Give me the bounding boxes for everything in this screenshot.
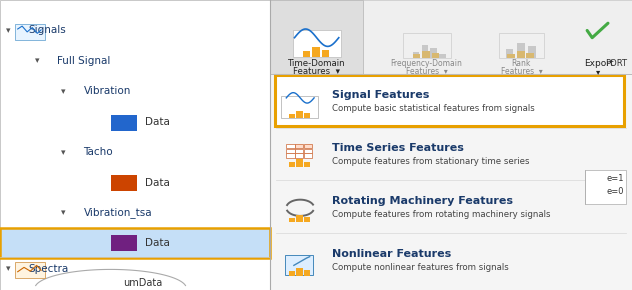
Bar [304, 270, 310, 276]
Bar [296, 268, 303, 276]
Text: Tacho: Tacho [83, 147, 113, 157]
Text: Nonlinear Features: Nonlinear Features [332, 249, 451, 259]
Bar [528, 46, 536, 58]
Bar [111, 235, 137, 251]
Bar [286, 149, 295, 153]
Text: Compute features from stationary time series: Compute features from stationary time se… [332, 157, 529, 166]
Bar [293, 30, 341, 57]
Bar [422, 45, 428, 58]
Bar [15, 24, 45, 40]
Text: Signals: Signals [28, 26, 66, 35]
Bar [303, 51, 310, 57]
Text: Export: Export [584, 59, 613, 68]
Bar [0, 0, 270, 290]
Text: Data: Data [145, 238, 170, 248]
Bar [403, 33, 451, 58]
Text: Rank: Rank [512, 59, 531, 68]
Bar [289, 114, 295, 118]
Bar [422, 51, 430, 58]
Bar [295, 153, 303, 158]
Text: e=0: e=0 [607, 187, 624, 196]
Bar [295, 144, 303, 148]
Text: Features  ▾: Features ▾ [406, 67, 447, 76]
Bar [15, 262, 45, 278]
Bar [275, 75, 624, 126]
Text: ▾: ▾ [61, 87, 66, 96]
Bar [296, 160, 303, 167]
Text: Signal Features: Signal Features [332, 90, 429, 100]
Text: Vibration: Vibration [83, 86, 131, 96]
Text: Data: Data [145, 117, 170, 127]
Text: Time Series Features: Time Series Features [332, 143, 464, 153]
Bar [286, 144, 295, 148]
Text: ▾: ▾ [61, 208, 66, 217]
Bar [304, 113, 310, 118]
Bar [430, 48, 437, 58]
Text: Vibration_tsa: Vibration_tsa [83, 207, 152, 218]
Text: Compute basic statistical features from signals: Compute basic statistical features from … [332, 104, 535, 113]
Bar [289, 162, 295, 167]
Bar [296, 111, 303, 118]
Bar [289, 218, 295, 222]
Bar [304, 144, 312, 148]
Text: Frequency-Domain: Frequency-Domain [391, 59, 463, 68]
Text: ▾: ▾ [597, 67, 600, 76]
Bar [585, 170, 626, 204]
Text: umData: umData [123, 278, 162, 288]
Bar [270, 0, 632, 290]
FancyBboxPatch shape [285, 255, 313, 275]
Text: ▾: ▾ [6, 264, 11, 273]
Bar [270, 0, 363, 74]
Text: Features  ▾: Features ▾ [293, 67, 340, 76]
Text: Spectra: Spectra [28, 264, 69, 274]
Bar [296, 215, 303, 222]
Bar [413, 52, 419, 58]
Text: ▾: ▾ [35, 56, 39, 66]
Bar [499, 33, 544, 58]
Text: e=1: e=1 [607, 174, 624, 183]
Bar [111, 115, 137, 130]
Bar [289, 271, 295, 276]
Text: Rotating Machinery Features: Rotating Machinery Features [332, 195, 513, 206]
Text: ▾: ▾ [61, 148, 66, 157]
Bar [304, 162, 310, 167]
Text: Compute features from rotating machinery signals: Compute features from rotating machinery… [332, 210, 550, 219]
Text: Features  ▾: Features ▾ [501, 67, 542, 76]
Bar [304, 153, 312, 158]
Bar [304, 217, 310, 222]
Bar [432, 53, 439, 58]
Text: Data: Data [145, 178, 170, 188]
Bar [439, 54, 446, 58]
Bar [507, 54, 515, 58]
Bar [270, 0, 632, 74]
Bar [111, 175, 137, 191]
Text: ▾: ▾ [6, 26, 11, 35]
Bar [517, 44, 525, 58]
Bar [0, 227, 270, 258]
Bar [413, 54, 420, 58]
Text: PORT: PORT [605, 59, 627, 68]
Bar [312, 47, 320, 57]
Bar [295, 149, 303, 153]
Bar [322, 50, 329, 57]
Text: Compute nonlinear features from signals: Compute nonlinear features from signals [332, 263, 509, 272]
Bar [286, 153, 295, 158]
Bar [304, 149, 312, 153]
Bar [506, 49, 513, 58]
Text: Time-Domain: Time-Domain [288, 59, 346, 68]
Bar [281, 96, 318, 118]
Text: Full Signal: Full Signal [57, 56, 110, 66]
Bar [526, 53, 534, 58]
Bar [517, 51, 525, 58]
